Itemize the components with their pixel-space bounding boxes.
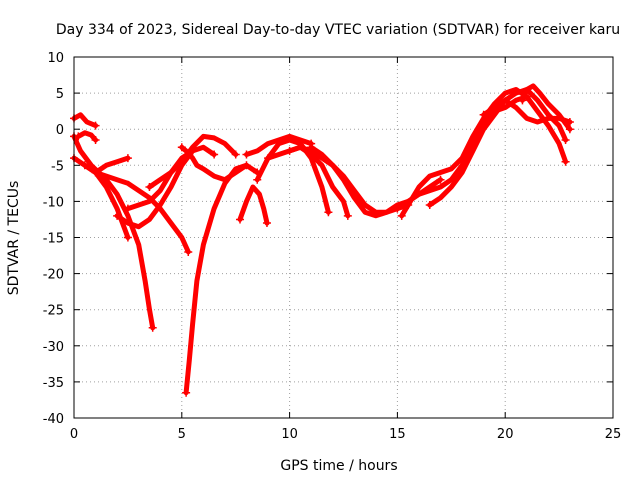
y-tick-label: -10 (43, 195, 64, 210)
data-point-marker (145, 182, 154, 191)
data-point-marker (253, 175, 262, 184)
data-series-line (394, 94, 569, 212)
data-point-marker (182, 388, 191, 397)
x-tick-label: 20 (497, 427, 514, 442)
data-point-marker (397, 211, 406, 220)
data-point-marker (148, 323, 157, 332)
data-point-marker (518, 96, 527, 105)
data-series-line (75, 130, 99, 143)
data-point-marker (236, 215, 245, 224)
y-tick-label: -5 (51, 159, 64, 174)
data-series-line (237, 184, 270, 226)
x-tick-label: 10 (281, 427, 298, 442)
series-layer (70, 83, 574, 397)
y-tick-label: 5 (56, 87, 64, 102)
data-point-marker (123, 154, 132, 163)
data-point-marker (123, 233, 132, 242)
data-series-line (71, 133, 156, 331)
data-point-marker (123, 204, 132, 213)
data-point-marker (231, 150, 240, 159)
x-tick-label: 5 (178, 427, 186, 442)
data-point-marker (285, 146, 294, 155)
data-series-line (399, 87, 530, 219)
y-axis-label: SDTVAR / TECUs (6, 181, 22, 296)
data-point-marker (113, 211, 122, 220)
data-series-line (125, 144, 217, 212)
y-tick-label: -15 (43, 232, 64, 247)
data-point-marker (210, 150, 219, 159)
data-series-line (427, 87, 569, 208)
data-series-line (265, 144, 351, 219)
data-series-line (114, 148, 196, 230)
data-series-line (183, 162, 260, 396)
data-point-marker (264, 154, 273, 163)
data-point-marker (184, 247, 193, 256)
data-point-marker (307, 143, 316, 152)
y-tick-label: -30 (43, 340, 64, 355)
x-tick-label: 0 (70, 427, 78, 442)
chart-title: Day 334 of 2023, Sidereal Day-to-day VTE… (56, 22, 620, 38)
data-point-marker (74, 132, 83, 141)
y-tick-label: -40 (43, 412, 64, 427)
data-series-line (82, 155, 131, 175)
data-point-marker (479, 110, 488, 119)
data-point-marker (262, 219, 271, 228)
x-tick-label: 15 (389, 427, 406, 442)
data-point-marker (91, 136, 100, 145)
data-point-marker (177, 143, 186, 152)
data-point-marker (343, 211, 352, 220)
y-tick-label: 0 (56, 123, 64, 138)
data-point-marker (80, 161, 89, 170)
data-point-marker (436, 175, 445, 184)
data-series-line (481, 97, 573, 125)
data-series-line (519, 83, 573, 132)
data-series-line (147, 133, 239, 190)
data-point-marker (91, 168, 100, 177)
data-series-line (244, 133, 314, 157)
data-point-marker (324, 208, 333, 217)
data-point-marker (91, 121, 100, 130)
data-point-marker (561, 136, 570, 145)
data-series-line (93, 170, 191, 255)
data-point-marker (425, 201, 434, 210)
y-tick-label: 10 (47, 51, 64, 66)
data-point-marker (565, 125, 574, 134)
tick-layer: 0 5 10 15 20 25 10 5 0 -5 -10 -15 -20 -25 -30 -35 -40 (43, 51, 622, 442)
y-tick-label: -35 (43, 376, 64, 391)
data-point-marker (393, 204, 402, 213)
x-axis-label: GPS time / hours (280, 458, 397, 474)
y-tick-label: -20 (43, 268, 64, 283)
data-series-line (71, 112, 99, 129)
y-tick-label: -25 (43, 304, 64, 319)
data-point-marker (242, 150, 251, 159)
x-tick-label: 25 (605, 427, 622, 442)
grid-layer (74, 57, 613, 418)
data-point-marker (561, 157, 570, 166)
